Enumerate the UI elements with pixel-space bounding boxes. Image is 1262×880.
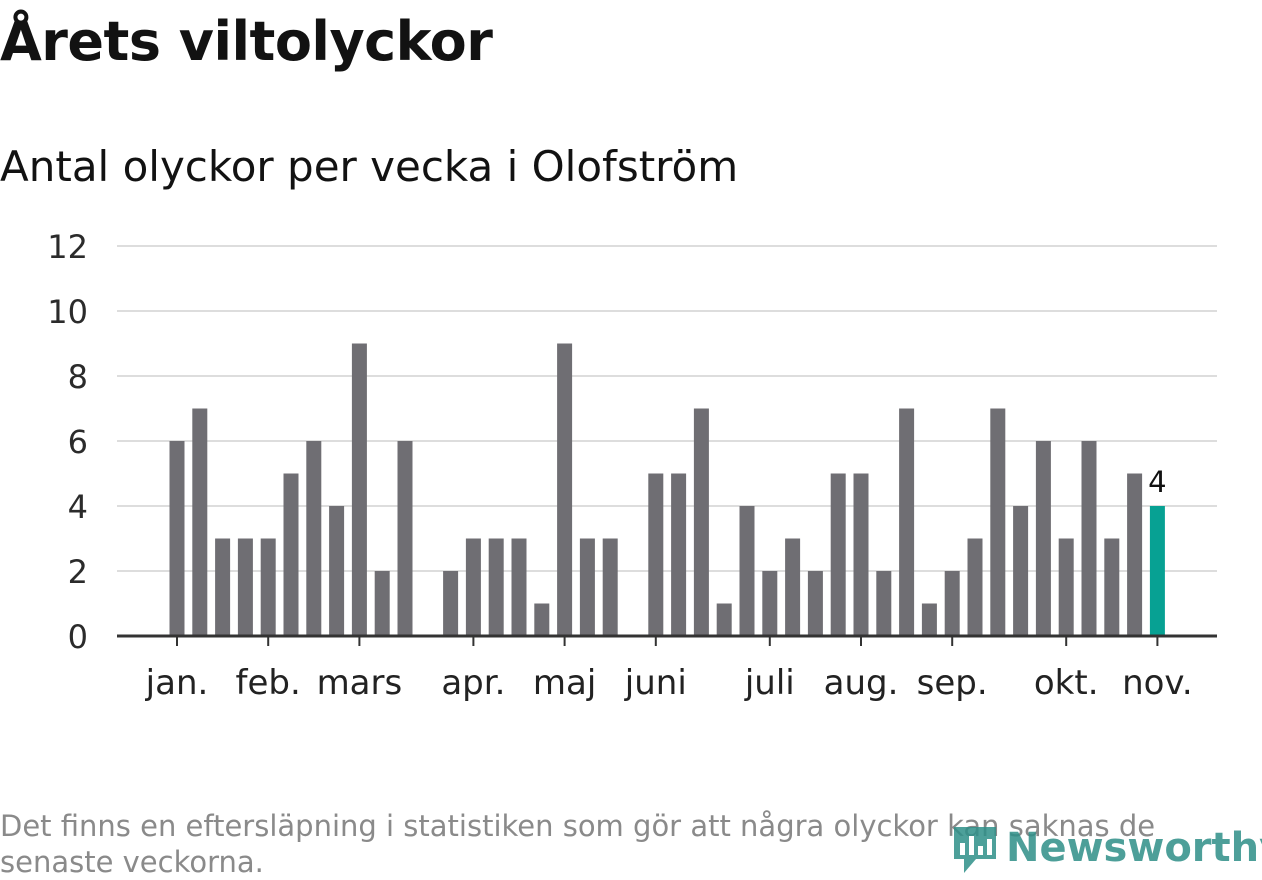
bar bbox=[1013, 506, 1029, 636]
bar bbox=[921, 603, 937, 636]
bar bbox=[237, 538, 253, 636]
x-tick-label: juli bbox=[744, 663, 795, 703]
bar bbox=[1104, 538, 1120, 636]
bar bbox=[762, 571, 778, 636]
y-tick-label: 4 bbox=[68, 488, 88, 526]
y-tick-label: 8 bbox=[68, 358, 88, 396]
bar bbox=[716, 603, 732, 636]
y-tick-label: 6 bbox=[68, 423, 88, 461]
x-tick-label: mars bbox=[317, 663, 403, 703]
chart-title: Årets viltolyckor bbox=[0, 10, 493, 73]
bar bbox=[397, 441, 413, 636]
y-tick-label: 0 bbox=[68, 618, 88, 656]
bar bbox=[443, 571, 459, 636]
x-tick-label: nov. bbox=[1122, 663, 1193, 703]
bar bbox=[488, 538, 504, 636]
bar bbox=[329, 506, 345, 636]
y-tick-label: 2 bbox=[68, 553, 88, 591]
bar bbox=[671, 473, 687, 636]
bar bbox=[169, 441, 185, 636]
newsworthy-logo: Newsworthy bbox=[950, 818, 1262, 878]
bar bbox=[807, 571, 823, 636]
bar bbox=[283, 473, 299, 636]
bar bbox=[693, 408, 709, 636]
bar bbox=[192, 408, 208, 636]
bar bbox=[830, 473, 846, 636]
x-tick-label: feb. bbox=[236, 663, 301, 703]
bar bbox=[579, 538, 595, 636]
bar-highlight bbox=[1149, 506, 1165, 636]
x-tick-label: sep. bbox=[917, 663, 988, 703]
bar bbox=[944, 571, 960, 636]
newsworthy-logo-icon bbox=[954, 827, 996, 873]
y-tick-label: 10 bbox=[47, 293, 88, 331]
x-tick-label: aug. bbox=[824, 663, 899, 703]
x-tick-label: okt. bbox=[1034, 663, 1099, 703]
bar bbox=[648, 473, 664, 636]
bar bbox=[511, 538, 527, 636]
bar bbox=[1035, 441, 1051, 636]
bar bbox=[967, 538, 983, 636]
x-tick-label: apr. bbox=[441, 663, 505, 703]
data-label: 4 bbox=[1148, 465, 1166, 499]
bar bbox=[853, 473, 869, 636]
bar bbox=[1058, 538, 1074, 636]
bar bbox=[1127, 473, 1143, 636]
bar-chart: 0 2 4 6 8 10 12 jan. feb. mars apr. maj juni juli aug.… bbox=[47, 228, 1217, 703]
bar bbox=[215, 538, 231, 636]
bar bbox=[374, 571, 390, 636]
bar bbox=[465, 538, 481, 636]
bar bbox=[306, 441, 322, 636]
bar bbox=[899, 408, 915, 636]
bar bbox=[351, 343, 367, 636]
bar bbox=[260, 538, 276, 636]
bar bbox=[1081, 441, 1097, 636]
chart-subtitle: Antal olyckor per vecka i Olofström bbox=[0, 142, 739, 191]
bar bbox=[602, 538, 618, 636]
x-tick-label: maj bbox=[533, 663, 596, 703]
x-tick-label: jan. bbox=[145, 663, 209, 703]
bar bbox=[557, 343, 573, 636]
bar bbox=[876, 571, 892, 636]
x-tick-label: juni bbox=[624, 663, 687, 703]
bar bbox=[785, 538, 801, 636]
bar bbox=[990, 408, 1006, 636]
bar bbox=[739, 506, 755, 636]
bar bbox=[534, 603, 550, 636]
y-tick-label: 12 bbox=[47, 228, 88, 266]
newsworthy-logo-text: Newsworthy bbox=[1006, 825, 1262, 871]
